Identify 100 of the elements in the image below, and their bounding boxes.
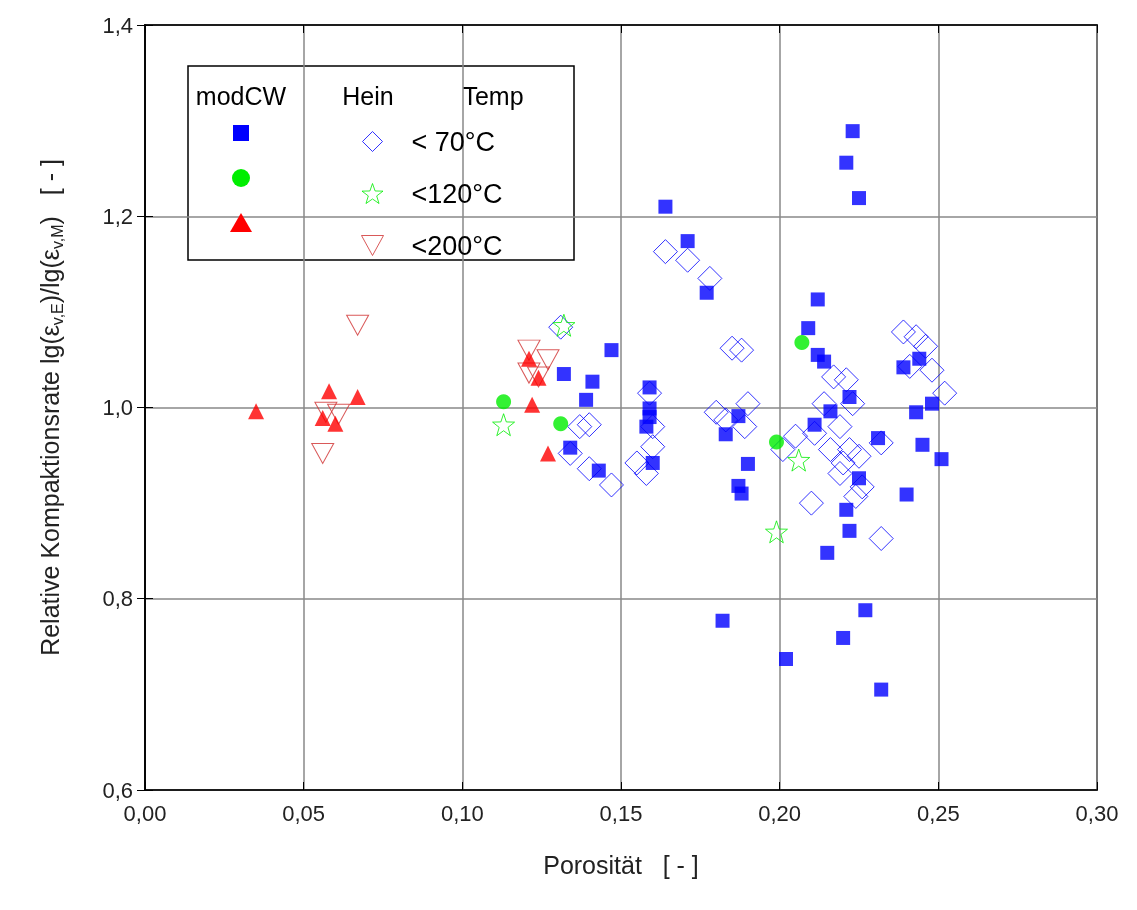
- point: [732, 414, 758, 440]
- point: [734, 486, 749, 501]
- point: [321, 383, 338, 400]
- point: [779, 651, 794, 666]
- point: [658, 199, 673, 214]
- point: [836, 437, 862, 463]
- point: [817, 437, 843, 463]
- point: [770, 437, 796, 463]
- y-tick-label: 0,6: [102, 777, 133, 803]
- point: [735, 391, 761, 417]
- x-tick-label: 0,10: [440, 800, 484, 826]
- legend-label: < 70°C: [411, 126, 496, 157]
- point: [591, 463, 606, 478]
- point: [913, 333, 939, 359]
- point: [852, 191, 866, 206]
- point: [823, 404, 838, 419]
- point: [899, 487, 914, 502]
- x-tick-label: 0,05: [282, 800, 326, 826]
- legend-label: <200°C: [411, 230, 503, 261]
- point: [729, 337, 755, 363]
- point: [719, 335, 745, 361]
- point: [817, 354, 832, 369]
- point: [715, 613, 730, 628]
- point: [845, 124, 860, 139]
- point: [517, 362, 541, 384]
- point: [675, 247, 701, 273]
- point: [314, 401, 338, 423]
- point: [836, 630, 851, 645]
- point: [540, 445, 557, 462]
- point: [903, 324, 929, 350]
- point: [842, 523, 857, 538]
- point: [868, 526, 894, 552]
- y-tick-label: 1,2: [102, 203, 133, 229]
- annotation: Hein: [342, 82, 394, 110]
- point: [585, 374, 600, 389]
- point: [932, 380, 958, 406]
- point: [919, 357, 945, 383]
- y-tick-label: 1,4: [102, 12, 133, 38]
- point: [764, 520, 788, 544]
- x-tick-label: 0,00: [123, 800, 167, 826]
- x-tick-label: 0,25: [916, 800, 960, 826]
- point: [830, 450, 856, 476]
- legend-title: Temp: [462, 82, 524, 110]
- point: [820, 545, 835, 560]
- point: [699, 285, 714, 300]
- y-tick-label: 0,8: [102, 586, 133, 612]
- annotation: modCW: [195, 82, 287, 110]
- point: [852, 471, 866, 486]
- point: [912, 351, 927, 366]
- point: [801, 321, 816, 336]
- point: [821, 364, 847, 390]
- point: [798, 490, 824, 516]
- point: [703, 399, 729, 425]
- point: [556, 367, 571, 382]
- point: [874, 682, 889, 697]
- x-tick-label: 0,20: [758, 800, 802, 826]
- point: [349, 388, 366, 405]
- point: [787, 448, 811, 472]
- point: [645, 455, 660, 470]
- point: [839, 502, 854, 517]
- point: [827, 460, 853, 486]
- x-tick-label: 0,30: [1075, 800, 1119, 826]
- point: [868, 430, 894, 456]
- point: [731, 409, 746, 424]
- point: [827, 414, 853, 440]
- point: [567, 414, 593, 440]
- point: [810, 292, 825, 307]
- y-tick-label: 1,0: [102, 395, 133, 420]
- point: [576, 412, 602, 438]
- point: [492, 413, 516, 437]
- point: [598, 472, 624, 498]
- x-tick-label: 0,15: [599, 800, 643, 826]
- point: [604, 343, 619, 358]
- point: [652, 239, 678, 265]
- point: [807, 417, 822, 432]
- point: [496, 394, 512, 410]
- point: [327, 403, 351, 425]
- point: [783, 423, 809, 449]
- point: [327, 415, 344, 432]
- point: [909, 405, 924, 420]
- point: [858, 603, 873, 618]
- point: [346, 314, 370, 336]
- point: [536, 349, 560, 371]
- point: [633, 460, 659, 486]
- y-axis-title: Relative Kompaktionsrate lg(εv,E)/lg(εv,M) [ - ]: [36, 159, 66, 656]
- point: [811, 391, 837, 417]
- point: [553, 416, 569, 432]
- legend-label: <120°C: [411, 178, 503, 209]
- point: [579, 392, 594, 407]
- point: [311, 442, 335, 464]
- point: [718, 427, 733, 442]
- point: [890, 319, 916, 345]
- point: [839, 155, 854, 170]
- point: [794, 334, 810, 350]
- point: [924, 396, 939, 411]
- point: [833, 367, 859, 393]
- point: [524, 396, 541, 413]
- point: [680, 234, 695, 249]
- x-axis-title: Porosität [ - ]: [543, 850, 699, 879]
- point: [915, 437, 930, 452]
